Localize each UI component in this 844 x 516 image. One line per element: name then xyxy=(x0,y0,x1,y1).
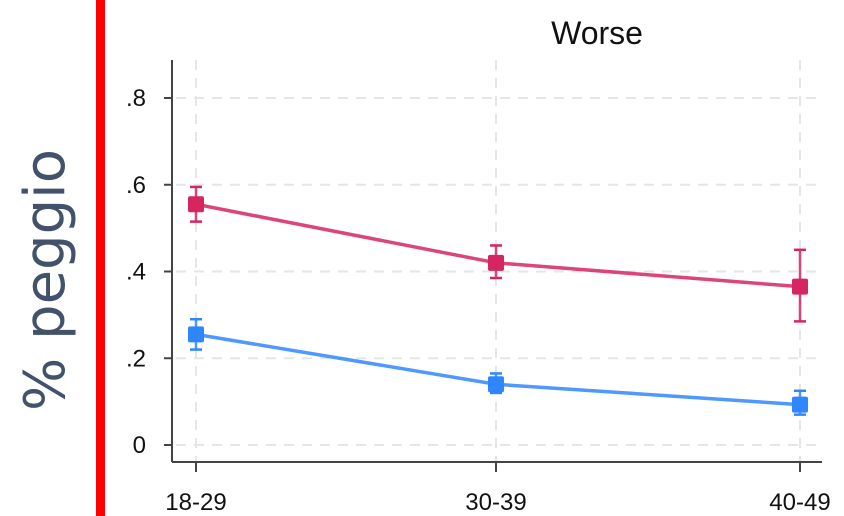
axes: 0 .2 .4 .6 .8 18-29 30-39 40-49 xyxy=(126,60,831,516)
series-1-point-1 xyxy=(488,376,504,393)
series-1-point-2 xyxy=(792,396,808,413)
chart-title: Worse xyxy=(551,15,643,51)
series-0-point-1 xyxy=(488,254,504,271)
series-0-point-2 xyxy=(792,278,808,295)
x-tick-label-0: 18-29 xyxy=(165,489,226,516)
series-0-point-0 xyxy=(188,196,204,213)
x-tick-label-2: 40-49 xyxy=(769,489,830,516)
side-label: % peggio xyxy=(13,149,78,411)
y-tick-label-0: 0 xyxy=(133,432,146,459)
series-layer xyxy=(188,185,808,416)
y-tick-label-3: .6 xyxy=(126,172,146,199)
x-tick-label-1: 30-39 xyxy=(465,489,526,516)
y-tick-label-1: .2 xyxy=(126,345,146,372)
series-1-point-0 xyxy=(188,326,204,343)
accent-bar xyxy=(96,0,105,516)
y-tick-label-4: .8 xyxy=(126,85,146,112)
series-1 xyxy=(188,317,808,416)
y-tick-label-2: .4 xyxy=(126,259,146,286)
series-0 xyxy=(188,185,808,323)
